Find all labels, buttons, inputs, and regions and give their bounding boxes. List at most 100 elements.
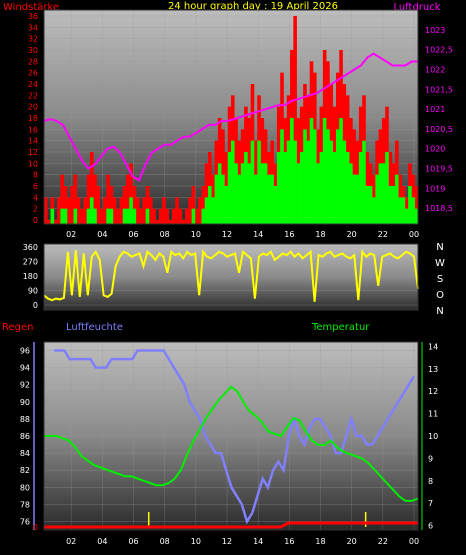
gust-bar [63,186,68,224]
gust-bar [126,174,130,224]
gust-bar [188,197,192,224]
pressure-tick-label: 1019 [425,184,445,193]
compass-label: W [435,258,445,269]
time-tick-label: 04 [97,230,107,239]
wind-tick-label: 4 [33,193,38,202]
gust-bar [57,197,61,224]
wind-bar [339,118,343,224]
gust-bar [162,197,166,224]
wind-bar [263,163,268,224]
direction-tick-label: 270 [23,258,38,267]
wind-tick-label: 12 [28,148,38,157]
time-tick-label: 00 [409,230,419,239]
gust-bar [201,186,206,224]
wind-tick-label: 18 [28,114,38,123]
rain-line [44,521,418,529]
wind-bar [401,197,406,224]
wind-bar [332,152,337,224]
gust-bar [119,197,124,224]
wind-bar [50,208,55,224]
time-tick-label: 04 [97,537,107,546]
wind-bar [391,186,396,224]
time-tick-label: 22 [378,537,388,546]
gust-bar [139,208,143,224]
gust-bar [132,186,137,224]
wind-bar [306,140,311,224]
wind-bar [404,208,409,224]
humidity-tick-label: 78 [20,500,30,509]
time-tick-label: 12 [222,537,232,546]
wind-bar [253,174,258,224]
wind-bar [211,197,215,224]
gust-bar [106,174,110,224]
wind-bar [126,208,130,224]
wind-tick-label: 22 [28,91,38,100]
gust-bar [76,197,81,224]
wind-bar [204,197,209,224]
time-tick-label: 20 [347,537,357,546]
wind-bar [93,208,97,224]
gust-bar [122,186,127,224]
wind-bar [201,208,206,224]
wind-bar [329,140,334,224]
time-tick-label: 14 [253,537,263,546]
time-tick-label: 10 [191,230,201,239]
wind-bar [283,152,288,224]
wind-bar [316,163,320,224]
wind-bar [237,174,242,224]
time-tick-label: 02 [66,537,76,546]
wind-bar [247,163,251,224]
humidity-tick-label: 84 [20,449,30,458]
wind-tick-label: 26 [28,69,38,78]
humidity-tick-label: 80 [20,483,30,492]
gust-bar [145,186,150,224]
wind-bar [267,174,271,224]
wind-bar [260,163,265,224]
humidity-tick-label: 94 [20,364,30,373]
wind-tick-label: 24 [28,80,38,89]
wind-pressure-panel: 0246810121416182022242628303234361018,51… [28,9,453,239]
pressure-tick-label: 1021,5 [425,85,453,94]
wind-bar [313,129,317,224]
gust-bar [83,197,87,224]
gust-bar [198,197,202,224]
gust-bar [86,174,91,224]
temperature-tick-label: 6 [428,522,433,531]
wind-bar [309,118,314,224]
gust-bar [47,220,51,224]
humidity-tick-label: 92 [20,381,30,390]
wind-bar [365,186,370,224]
wind-bar [73,208,78,224]
wind-bar [296,163,301,224]
gust-bar [194,208,199,224]
wind-bar [191,208,196,224]
pressure-line [43,52,418,182]
wind-bar [234,163,238,224]
humidity-line [54,349,416,525]
time-tick-label: 16 [284,537,294,546]
gust-bar [142,197,147,224]
wind-bar [217,163,222,224]
wind-bar [60,208,64,224]
wind-bar [132,208,137,224]
wind-bar [106,208,110,224]
wind-bar [411,197,416,224]
humidity-axis-label: Luftfeuchte [66,322,123,333]
time-tick-label: 00 [409,537,419,546]
time-tick-label: 14 [253,230,263,239]
time-tick-label: 18 [315,230,325,239]
pressure-tick-label: 1023 [425,26,445,35]
compass-label: S [437,274,443,285]
humidity-tick-label: 76 [20,517,30,526]
gust-bar [155,220,160,224]
gust-bar [96,186,101,224]
gust-bar [171,208,176,224]
gust-bar [44,197,48,224]
wind-axis-label: Windstärke [3,2,59,13]
time-tick-label: 06 [128,537,138,546]
wind-bar [375,174,379,224]
wind-tick-label: 10 [28,159,38,168]
wind-bar [129,197,133,224]
temperature-tick-label: 8 [428,477,433,486]
